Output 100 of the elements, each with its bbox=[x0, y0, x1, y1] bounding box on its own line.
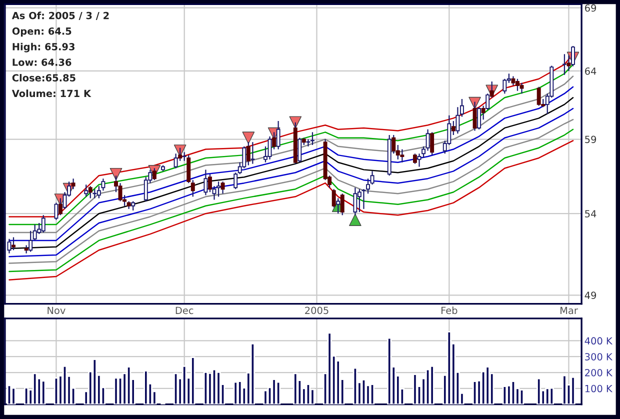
bar bbox=[182, 365, 187, 404]
x-tick-label: 2005 bbox=[305, 306, 328, 314]
bar bbox=[238, 380, 242, 404]
bar bbox=[190, 356, 196, 404]
candlestick bbox=[41, 214, 46, 234]
bar bbox=[430, 365, 434, 404]
candlestick bbox=[88, 186, 92, 199]
bar bbox=[263, 390, 268, 404]
x-tick-label: Mar bbox=[560, 306, 578, 314]
candlestick bbox=[400, 148, 404, 163]
bar bbox=[118, 377, 123, 404]
y-tick-label: 300 K bbox=[585, 353, 613, 360]
bar bbox=[24, 387, 29, 404]
candlestick bbox=[276, 120, 280, 150]
bar bbox=[216, 372, 221, 404]
candlestick bbox=[32, 224, 37, 242]
x-tick-label: Dec bbox=[176, 306, 194, 314]
y-tick-label: 400 K bbox=[584, 337, 613, 345]
bar bbox=[412, 374, 418, 404]
candlestick bbox=[413, 153, 417, 164]
candlestick bbox=[7, 238, 12, 254]
candlestick bbox=[340, 193, 344, 216]
candlestick bbox=[250, 142, 255, 164]
y-tick-label: 69 bbox=[585, 4, 596, 12]
candlestick bbox=[357, 188, 362, 213]
bar bbox=[6, 384, 12, 404]
candlestick bbox=[571, 45, 575, 67]
candlestick bbox=[54, 202, 58, 220]
bar bbox=[519, 389, 524, 404]
annotation: As Of: 2005 / 3 / 2 bbox=[12, 12, 109, 20]
candlestick bbox=[234, 172, 238, 190]
candlestick bbox=[520, 82, 524, 94]
bar bbox=[41, 380, 46, 404]
bar bbox=[114, 377, 118, 404]
bar bbox=[570, 376, 576, 404]
bar bbox=[549, 387, 554, 404]
candlestick bbox=[131, 200, 136, 212]
annotation: Volume: 171 K bbox=[12, 90, 92, 98]
candlestick bbox=[456, 106, 460, 134]
y-tick-label: 59 bbox=[585, 136, 596, 144]
point bbox=[289, 116, 302, 129]
candlestick bbox=[12, 236, 16, 251]
bar bbox=[370, 384, 375, 404]
candlestick bbox=[536, 86, 541, 106]
bar bbox=[126, 366, 132, 404]
y-tick-label: 54 bbox=[585, 210, 596, 218]
bar bbox=[562, 374, 567, 404]
y-tick-label: 100 K bbox=[585, 384, 613, 392]
bar bbox=[11, 387, 16, 404]
candlestick bbox=[426, 128, 430, 152]
candlestick bbox=[84, 184, 88, 198]
candlestick bbox=[430, 132, 434, 156]
candlestick bbox=[216, 181, 220, 198]
point bbox=[242, 132, 255, 144]
y-tick-label: 200 K bbox=[585, 369, 613, 376]
bar bbox=[545, 388, 550, 404]
bar bbox=[306, 384, 311, 404]
candlestick bbox=[186, 154, 191, 184]
bar bbox=[327, 332, 332, 404]
bar bbox=[174, 372, 178, 404]
bar bbox=[250, 343, 255, 404]
candlestick bbox=[417, 153, 422, 168]
candlestick bbox=[336, 198, 340, 214]
candlestick bbox=[152, 168, 156, 181]
bar bbox=[352, 367, 358, 404]
x-tick-label: Feb bbox=[442, 306, 458, 314]
bar bbox=[62, 365, 68, 404]
bar bbox=[387, 337, 392, 404]
point bbox=[349, 214, 362, 226]
candlestick bbox=[246, 142, 250, 166]
bar bbox=[92, 358, 97, 404]
candlestick bbox=[562, 54, 566, 76]
bar bbox=[208, 372, 212, 404]
candlestick bbox=[477, 106, 482, 130]
bar bbox=[293, 372, 298, 404]
y-tick-label: 49 bbox=[584, 292, 596, 299]
bar bbox=[144, 370, 148, 404]
bar bbox=[510, 380, 516, 404]
candlestick bbox=[472, 101, 477, 132]
candlestick bbox=[204, 169, 208, 196]
candlestick bbox=[502, 78, 507, 94]
y-tick-label: 64 bbox=[585, 67, 596, 75]
candlestick bbox=[310, 132, 314, 146]
candlestick bbox=[190, 180, 195, 198]
point bbox=[110, 168, 122, 180]
candlestick bbox=[511, 76, 516, 86]
x-tick-label: Nov bbox=[48, 306, 66, 314]
annotation: Close:65.85 bbox=[12, 74, 76, 82]
candlestick bbox=[28, 230, 33, 252]
candlestick bbox=[353, 187, 358, 216]
candlestick bbox=[118, 182, 122, 202]
bar bbox=[472, 380, 478, 404]
annotation: High: 65.93 bbox=[12, 42, 74, 52]
bar bbox=[32, 372, 38, 404]
bar bbox=[272, 378, 276, 404]
annotation: Low: 64.36 bbox=[12, 58, 72, 66]
annotation: Open: 64.5 bbox=[12, 27, 72, 37]
candlestick bbox=[92, 188, 97, 199]
candlestick bbox=[306, 138, 310, 147]
bar bbox=[536, 378, 542, 404]
